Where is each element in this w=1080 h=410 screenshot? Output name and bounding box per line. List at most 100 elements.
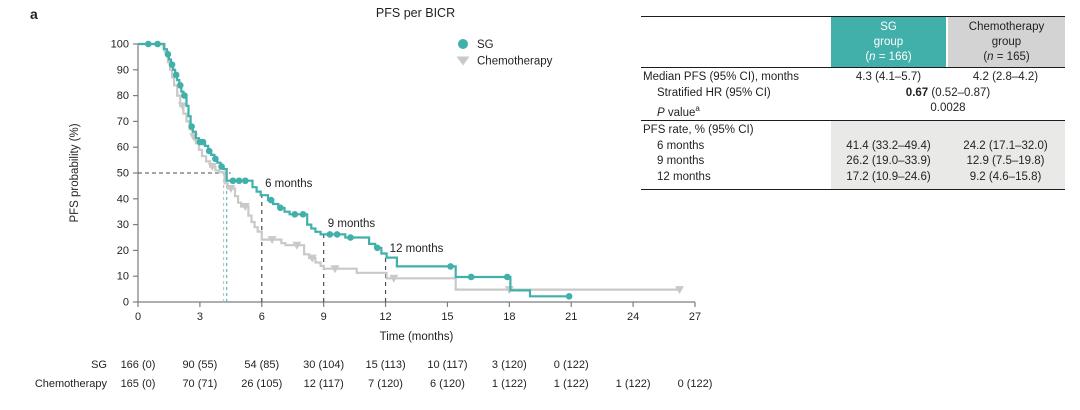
y-tick-label: 100 xyxy=(111,39,129,51)
median-pfs-row: Median PFS (95% CI), months 4.3 (4.1–5.7… xyxy=(641,70,1065,86)
timepoint-annotation: 6 months xyxy=(265,178,313,190)
timepoint-annotation: 9 months xyxy=(328,218,376,230)
y-tick-label: 30 xyxy=(117,219,129,231)
risk-value: 10 (117) xyxy=(427,359,468,371)
chemo-group-header: Chemotherapy group (n = 165) xyxy=(948,17,1065,67)
chemo-censor-marker xyxy=(207,163,217,172)
chart-title: PFS per BICR xyxy=(375,6,456,20)
sg-censor-marker xyxy=(164,51,172,58)
risk-value: 165 (0) xyxy=(120,377,156,390)
risk-value: 3 (120) xyxy=(491,359,527,371)
y-tick-label: 50 xyxy=(117,168,129,180)
risk-value: 26 (105) xyxy=(241,377,283,390)
sg-censor-marker xyxy=(212,155,219,163)
median-section: Median PFS (95% CI), months 4.3 (4.1–5.7… xyxy=(641,68,1065,122)
y-tick-label: 90 xyxy=(117,64,129,76)
rate-section-shading xyxy=(831,121,1065,189)
sg-censor-marker xyxy=(172,71,180,79)
x-tick-label: 18 xyxy=(503,311,515,323)
median-pfs-sg-value: 4.3 (4.1–5.7) xyxy=(855,71,922,83)
sg-censor-marker xyxy=(176,81,184,89)
pvalue-row: P valuea 0.0028 xyxy=(641,101,1065,119)
risk-row-chemotherapy: Chemotherapy 165 (0) 70 (71) 26 (105) 12 (11… xyxy=(0,377,1080,391)
hr-label: Stratified HR (95% CI) xyxy=(657,86,771,99)
risk-value: 1 (122) xyxy=(553,377,589,390)
rate-6mo-row: 6 months 41.4 (33.2–49.4) 24.2 (17.1–32.… xyxy=(641,139,1065,155)
risk-value: 7 (120) xyxy=(368,377,403,390)
rate-9mo-chemo-value: 12.9 (7.5–19.8) xyxy=(966,155,1045,168)
chemo-censor-marker xyxy=(226,184,236,193)
sg-censor-marker xyxy=(205,147,213,155)
rate-9mo-label: 9 months xyxy=(657,155,705,168)
y-tick-label: 0 xyxy=(123,297,129,309)
sg-censor-marker xyxy=(199,138,207,146)
risk-value: 1 (122) xyxy=(491,377,527,390)
chemo-censor-marker xyxy=(267,236,277,245)
sg-censor-marker xyxy=(168,61,176,68)
y-tick-label: 70 xyxy=(117,116,129,128)
sg-censor-marker xyxy=(277,204,284,212)
x-tick-label: 9 xyxy=(321,311,327,323)
stats-header-spacer xyxy=(641,17,831,67)
sg-censor-marker xyxy=(235,177,243,185)
median-pfs-label: Median PFS (95% CI), months xyxy=(643,71,799,83)
sg-censor-marker xyxy=(333,231,341,238)
sg-censor-marker xyxy=(467,273,475,281)
risk-row-label: SG xyxy=(91,359,107,371)
sg-censor-marker xyxy=(241,177,249,185)
chemo-censor-marker xyxy=(675,286,685,295)
sg-censor-marker xyxy=(229,177,237,185)
legend-label: SG xyxy=(477,39,494,51)
y-tick-label: 10 xyxy=(117,271,129,283)
risk-value: 0 (122) xyxy=(677,377,713,390)
sg-censor-marker xyxy=(267,196,275,204)
y-tick-label: 40 xyxy=(117,193,129,205)
sg-censor-marker xyxy=(188,123,195,130)
risk-value: 12 (117) xyxy=(303,377,344,390)
sg-group-header: SG group (n = 166) xyxy=(831,17,946,67)
sg-censor-marker xyxy=(326,231,334,238)
chemo-header-line2: group xyxy=(991,36,1022,48)
risk-value: 70 (71) xyxy=(182,377,218,390)
y-axis-title: PFS probability (%) xyxy=(69,123,81,222)
sg-censor-marker xyxy=(299,210,307,218)
x-axis-title: Time (months) xyxy=(380,331,454,343)
risk-value: 15 (113) xyxy=(365,359,406,371)
rate-6mo-chemo-value: 24.2 (17.1–32.0) xyxy=(963,139,1048,152)
rate-9mo-sg-value: 26.2 (19.0–33.9) xyxy=(846,155,931,168)
risk-value: 6 (120) xyxy=(430,377,465,390)
rate-12mo-chemo-value: 9.2 (4.6–15.8) xyxy=(969,171,1042,184)
risk-row-label: Chemotherapy xyxy=(34,377,107,390)
median-pfs-chemo-value: 4.2 (2.8–4.2) xyxy=(972,71,1039,83)
x-tick-label: 3 xyxy=(197,311,203,323)
pfs-rate-header-row: PFS rate, % (95% CI) xyxy=(641,123,1065,139)
x-tick-label: 21 xyxy=(565,311,577,323)
risk-value: 30 (104) xyxy=(303,359,345,371)
risk-value: 54 (85) xyxy=(244,359,280,371)
stats-table-header: SG group (n = 166) Chemotherapy group (n… xyxy=(641,17,1065,68)
sg-header-line1: SG xyxy=(880,21,897,33)
sg-censor-marker xyxy=(347,234,354,241)
x-tick-label: 6 xyxy=(259,311,265,323)
rate-12mo-sg-value: 17.2 (10.9–24.6) xyxy=(846,171,931,184)
chemo-censor-marker xyxy=(330,265,340,274)
risk-value: 90 (55) xyxy=(182,359,218,371)
rate-9mo-row: 9 months 26.2 (19.0–33.9) 12.9 (7.5–19.8… xyxy=(641,154,1065,170)
sg-censor-marker xyxy=(503,273,511,281)
legend-sg-marker xyxy=(458,39,468,49)
risk-value: 0 (122) xyxy=(553,359,589,371)
pvalue-value: 0.0028 xyxy=(930,102,966,115)
chemo-censor-marker xyxy=(240,203,250,212)
x-tick-label: 12 xyxy=(379,311,391,323)
sg-header-n: (n = 166) xyxy=(865,51,912,63)
chemo-censor-marker xyxy=(307,254,317,263)
y-tick-label: 80 xyxy=(117,90,129,102)
sg-censor-marker xyxy=(154,40,161,48)
legend-label: Chemotherapy xyxy=(477,56,553,68)
stats-table: SG group (n = 166) Chemotherapy group (n… xyxy=(641,16,1065,190)
sg-censor-marker xyxy=(565,293,573,300)
sg-censor-marker xyxy=(181,92,188,99)
chemo-censor-marker xyxy=(389,274,399,283)
